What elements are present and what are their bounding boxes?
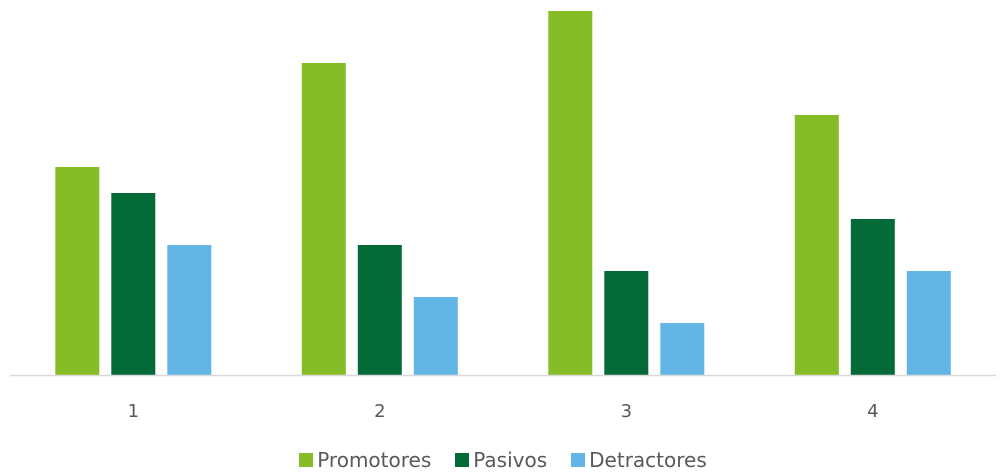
bar-detractores-3 <box>660 323 705 375</box>
x-tick-label: 4 <box>867 401 878 422</box>
legend-item-detractores: Detractores <box>571 446 707 474</box>
legend-item-pasivos: Pasivos <box>455 446 547 474</box>
bar-detractores-1 <box>167 245 212 375</box>
legend-swatch-promotores <box>299 453 314 467</box>
x-tick-label: 2 <box>374 401 385 422</box>
x-tick-label: 1 <box>128 401 139 422</box>
bar-pasivos-4 <box>850 219 895 375</box>
legend-swatch-pasivos <box>455 453 470 467</box>
legend: Promotores Pasivos Detractores <box>0 446 1006 474</box>
x-tick-label: 3 <box>621 401 632 422</box>
legend-swatch-detractores <box>571 453 586 467</box>
legend-label-pasivos: Pasivos <box>473 448 548 472</box>
bar-promotores-3 <box>548 11 593 375</box>
bar-detractores-2 <box>413 297 458 375</box>
bar-pasivos-3 <box>604 271 649 375</box>
bar-promotores-1 <box>55 167 100 375</box>
bar-promotores-2 <box>301 63 346 375</box>
legend-item-promotores: Promotores <box>299 446 431 474</box>
bar-promotores-4 <box>794 115 839 375</box>
bar-pasivos-2 <box>357 245 402 375</box>
legend-label-promotores: Promotores <box>317 448 432 472</box>
bar-pasivos-1 <box>111 193 156 375</box>
legend-label-detractores: Detractores <box>589 448 707 472</box>
bar-detractores-4 <box>906 271 951 375</box>
